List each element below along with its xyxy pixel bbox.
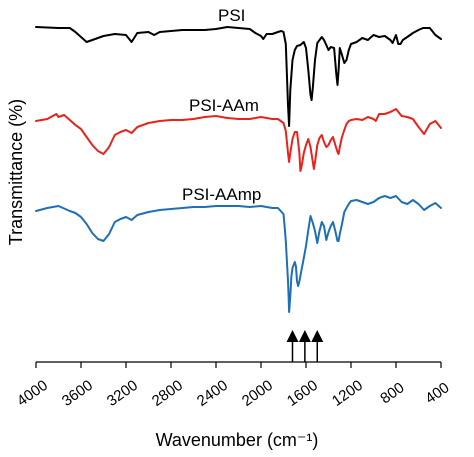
y-axis-title: Transmittance (%)	[6, 99, 26, 245]
x-tick-label-1200: 1200	[329, 377, 366, 410]
x-tick-label-1600: 1600	[284, 377, 321, 410]
x-tick-label-2400: 2400	[194, 377, 231, 410]
x-axis-ticks: 4000 3600 3200 2800 2400 2000 1600 1200 800 400	[14, 362, 453, 410]
x-tick-label-2800: 2800	[149, 377, 186, 410]
series-line-psi	[35, 26, 442, 127]
x-tick-label-2000: 2000	[239, 377, 276, 410]
series-layer	[35, 26, 442, 313]
x-tick-label-800: 800	[377, 379, 407, 407]
x-tick-label-400: 400	[422, 379, 452, 407]
peak-arrows	[286, 330, 324, 362]
series-line-psi-aam	[35, 108, 442, 172]
series-line-psi-aamp	[35, 195, 442, 313]
x-tick-label-4000: 4000	[14, 377, 51, 410]
x-axis-title: Wavenumber (cm⁻¹)	[156, 430, 319, 450]
series-label-psi-aamp: PSI-AAmp	[182, 185, 261, 204]
series-label-psi-aam: PSI-AAm	[189, 96, 259, 115]
series-label-psi: PSI	[218, 6, 245, 25]
x-tick-label-3200: 3200	[104, 377, 141, 410]
x-tick-label-3600: 3600	[59, 377, 96, 410]
